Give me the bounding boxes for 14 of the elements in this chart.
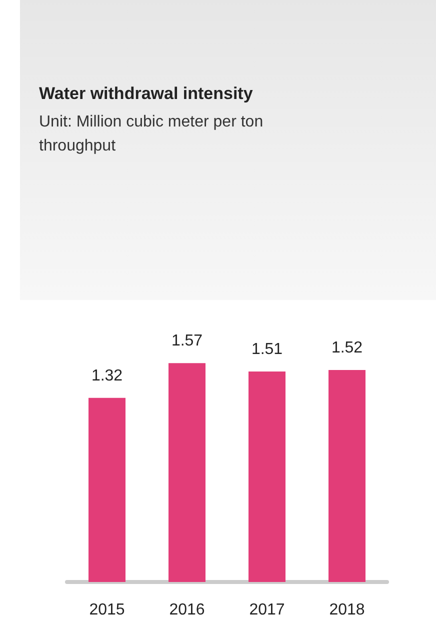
data-label: 1.51 [251, 340, 283, 358]
bar [328, 370, 366, 582]
data-label: 1.57 [171, 332, 203, 350]
bar [168, 363, 206, 582]
x-tick-label: 2018 [329, 602, 365, 618]
bar [88, 398, 126, 582]
chart-subtitle: Unit: Million cubic meter per ton throughput [39, 114, 268, 154]
x-tick-label: 2017 [249, 602, 285, 618]
data-label: 1.32 [91, 367, 123, 384]
x-tick-label: 2016 [169, 602, 205, 618]
x-tick-label: 2015 [89, 602, 125, 618]
data-label: 1.52 [331, 340, 363, 357]
bar [248, 371, 286, 582]
chart-title: Water withdrawal intensity [39, 84, 254, 103]
